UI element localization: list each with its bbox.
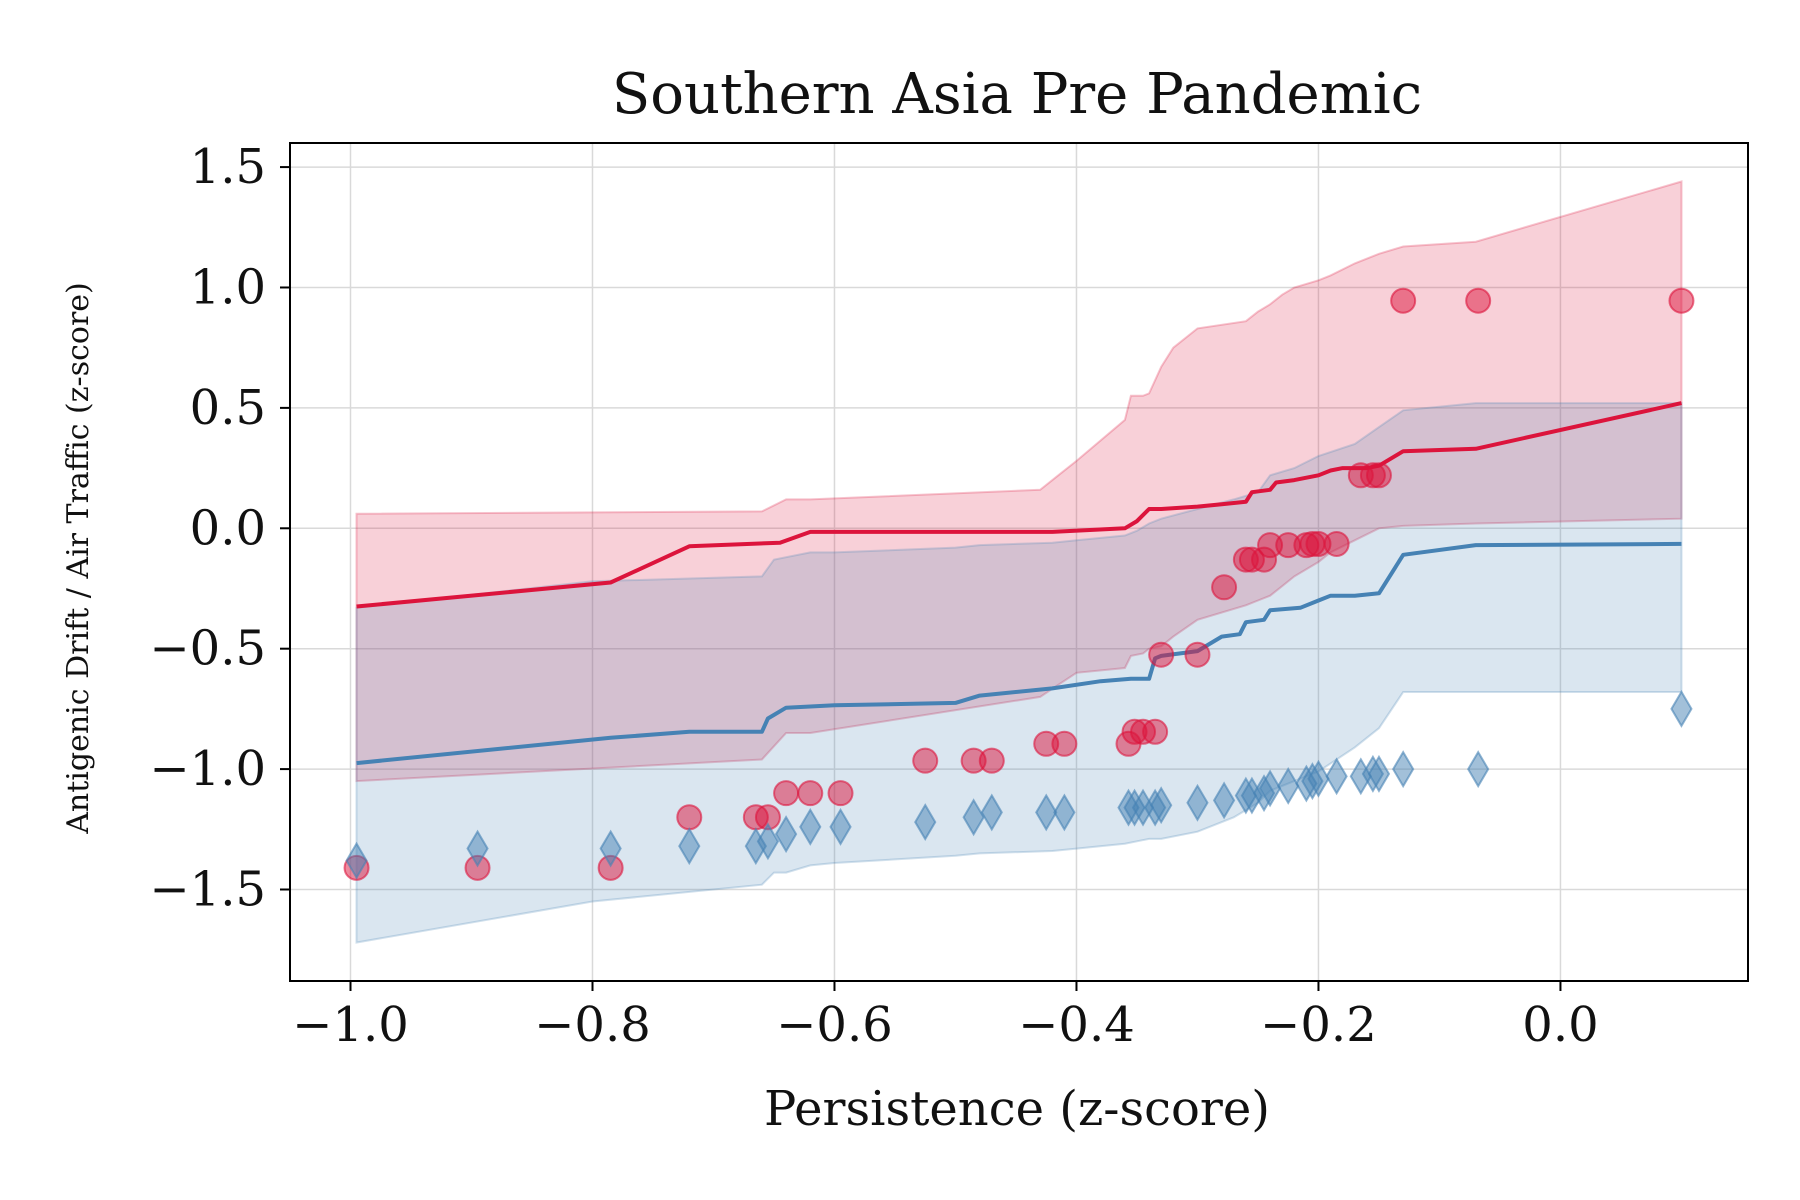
data-point-circle <box>1148 641 1175 668</box>
data-point-diamond <box>1670 689 1693 728</box>
data-point-circle <box>1323 530 1350 557</box>
data-point-circle <box>1142 718 1169 745</box>
confidence-band <box>355 180 1683 783</box>
data-point-circle <box>797 780 824 807</box>
data-point-diamond <box>1467 750 1490 789</box>
x-tick-label: −0.2 <box>1260 997 1377 1053</box>
y-tick-label: −0.5 <box>149 621 266 677</box>
data-point-circle <box>773 780 800 807</box>
data-point-diamond <box>914 803 937 842</box>
data-point-diamond <box>466 829 489 868</box>
data-point-diamond <box>678 827 701 866</box>
y-tick-label: −1.0 <box>149 741 266 797</box>
grid <box>290 143 1748 981</box>
data-point-diamond <box>1212 781 1236 820</box>
data-point-diamond <box>1307 759 1330 798</box>
y-tick-label: 1.5 <box>190 139 266 195</box>
data-point-diamond <box>756 822 780 861</box>
y-tick-label: 0.0 <box>190 500 266 556</box>
data-point-diamond <box>599 829 622 868</box>
x-tick-label: 0.0 <box>1522 997 1598 1053</box>
data-point-diamond <box>345 841 368 880</box>
data-point-circle <box>1668 287 1695 314</box>
data-point-diamond <box>1367 754 1391 793</box>
data-point-circle <box>1465 287 1492 314</box>
y-tick-label: 0.5 <box>190 380 266 436</box>
data-point-circle <box>912 747 939 774</box>
y-tick-label: −1.5 <box>149 861 266 917</box>
data-point-circle <box>978 747 1005 774</box>
data-point-diamond <box>829 807 852 846</box>
data-point-circle <box>1051 730 1078 757</box>
data-point-diamond <box>1325 757 1348 796</box>
plot-frame <box>289 142 1749 982</box>
x-tick-label: −0.6 <box>776 997 893 1053</box>
axis-ticks: −1.0 −0.8 −0.6 −0.4 −0.2 0.0 1.5 1.0 0.5 0.0 −0.5 −… <box>149 139 1598 1053</box>
data-point-circle <box>827 780 854 807</box>
x-tick-label: −0.8 <box>534 997 651 1053</box>
data-point-diamond <box>1186 783 1209 822</box>
x-tick-label: −1.0 <box>292 997 409 1053</box>
x-axis-label: Persistence (z-score) <box>764 1081 1270 1137</box>
data-point-diamond <box>1035 793 1058 832</box>
data-points <box>343 287 1695 881</box>
data-point-circle <box>1211 574 1238 601</box>
data-point-diamond <box>980 793 1003 832</box>
x-tick-label: −0.4 <box>1018 997 1135 1053</box>
data-point-diamond <box>1150 786 1173 825</box>
data-point-diamond <box>1392 750 1415 789</box>
data-point-diamond <box>1053 793 1076 832</box>
data-point-circle <box>1365 462 1392 489</box>
data-point-diamond <box>1258 769 1282 808</box>
data-point-circle <box>676 804 703 831</box>
data-point-diamond <box>799 807 822 846</box>
chart-title: Southern Asia Pre Pandemic <box>612 62 1422 127</box>
data-point-diamond <box>774 815 798 854</box>
data-point-circle <box>1184 641 1211 668</box>
y-tick-label: 1.0 <box>190 259 266 315</box>
data-point-diamond <box>1277 766 1300 805</box>
y-axis-label: Antigenic Drift / Air Traffic (z-score) <box>61 282 96 835</box>
data-point-circle <box>1390 287 1417 314</box>
data-point-diamond <box>962 798 985 837</box>
